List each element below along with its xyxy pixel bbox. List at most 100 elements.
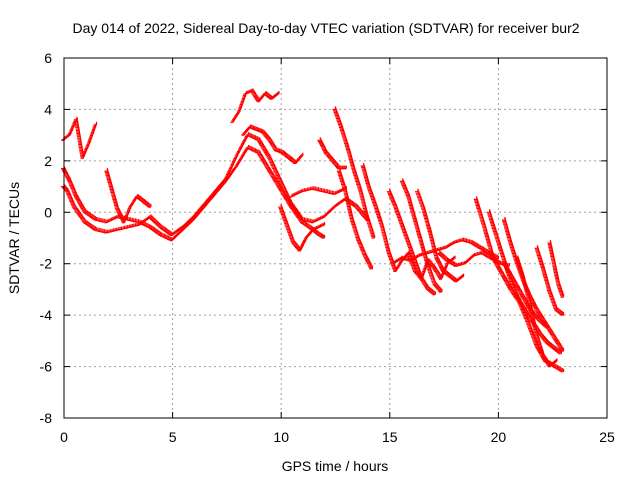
track-m-point: [428, 288, 432, 292]
plot-frame: [63, 57, 608, 419]
track-s-point: [525, 312, 530, 316]
track-t-point: [534, 307, 539, 311]
track-x-point: [517, 287, 521, 292]
track-r-point: [491, 255, 495, 260]
track-i-point: [331, 159, 335, 163]
track-a-point: [267, 155, 271, 159]
track-s-point: [546, 341, 550, 345]
track-r-point: [505, 281, 510, 285]
track-n-point: [432, 281, 436, 285]
track-f-point: [283, 152, 288, 157]
track-f-point: [289, 157, 293, 161]
track-x-point: [503, 263, 507, 267]
track-k-point: [364, 255, 368, 260]
track-n-point: [438, 287, 442, 292]
track-b-point: [299, 218, 303, 222]
tick-label-layer: 0 5 10 15 20 25 -8 -6 -4 -2 0 2 4 6: [40, 50, 615, 445]
track-b-point: [264, 163, 268, 167]
track-s-point: [539, 333, 544, 338]
track-q-point: [436, 250, 441, 254]
track-g-point: [294, 243, 298, 247]
track-b-point: [293, 210, 298, 215]
axis-layer: [63, 57, 608, 419]
track-a-point: [351, 202, 356, 206]
track-o-point: [436, 259, 441, 263]
track-s-point: [556, 349, 560, 353]
track-x-point: [523, 299, 528, 303]
track-a-point: [150, 216, 154, 221]
track-x-point: [543, 323, 547, 327]
track-u-point: [541, 354, 546, 359]
track-x-point: [539, 320, 544, 324]
track-m-point: [424, 283, 428, 288]
x-axis-label: GPS time / hours: [282, 458, 389, 474]
track-a-point: [76, 210, 80, 215]
track-t-point: [550, 332, 555, 337]
track-b-point: [152, 228, 157, 232]
track-b-point: [294, 211, 299, 216]
track-f-point: [282, 151, 287, 156]
track-x-point: [526, 304, 531, 308]
track-r-point: [555, 365, 560, 370]
track-b-point: [83, 210, 88, 214]
track-f-point: [264, 134, 269, 138]
track-b-point: [270, 173, 274, 177]
track-r-point: [497, 267, 502, 271]
track-k-point: [366, 260, 371, 265]
track-q-point: [438, 252, 443, 256]
track-i-point: [318, 139, 323, 144]
track-j-point: [332, 106, 337, 110]
track-x-point: [519, 291, 523, 296]
track-b-point: [279, 188, 284, 193]
track-q-point: [449, 260, 453, 264]
track-b-point: [263, 161, 268, 166]
track-m-point: [425, 286, 430, 290]
track-x-point: [520, 292, 524, 297]
track-s-point: [514, 292, 519, 297]
track-q-point: [444, 257, 448, 261]
track-e-point: [254, 94, 258, 99]
track-a-point: [153, 219, 157, 224]
track-b-point: [71, 188, 76, 192]
track-x-point: [512, 278, 516, 283]
track-b-point: [87, 212, 92, 217]
track-a-point: [276, 175, 281, 180]
track-r-point: [553, 364, 557, 368]
track-n-point: [438, 289, 443, 293]
track-t-point: [554, 339, 559, 343]
track-d-point: [146, 203, 151, 207]
track-x-point: [518, 290, 523, 294]
track-d-point: [117, 211, 122, 216]
track-a-point: [266, 154, 271, 158]
track-s-point: [519, 301, 523, 306]
track-f-point: [272, 145, 276, 149]
track-i-point: [335, 163, 339, 167]
track-t-point: [537, 312, 542, 316]
track-b-point: [261, 157, 265, 162]
track-b-point: [297, 215, 301, 220]
track-s-point: [551, 345, 556, 350]
track-k-point: [365, 258, 370, 262]
track-a-point: [258, 141, 263, 145]
track-a-point: [149, 215, 153, 220]
track-a-point: [245, 132, 250, 136]
track-p-point: [479, 246, 483, 250]
track-b-point: [281, 191, 285, 195]
track-f-point: [271, 143, 275, 148]
track-g-point: [317, 232, 321, 236]
track-r-point: [554, 365, 558, 369]
track-w-point: [560, 294, 565, 298]
track-r-point: [494, 262, 499, 266]
track-x-point: [522, 296, 526, 301]
track-a-point: [162, 227, 166, 231]
track-b-point: [258, 152, 262, 157]
track-b-point: [291, 208, 296, 212]
track-a-point: [271, 164, 275, 168]
track-d-point: [145, 202, 150, 206]
track-t-point: [556, 341, 561, 346]
track-a-point: [147, 214, 152, 218]
track-m-point: [421, 278, 425, 283]
track-b-point: [299, 219, 304, 224]
track-f-point: [269, 141, 274, 145]
